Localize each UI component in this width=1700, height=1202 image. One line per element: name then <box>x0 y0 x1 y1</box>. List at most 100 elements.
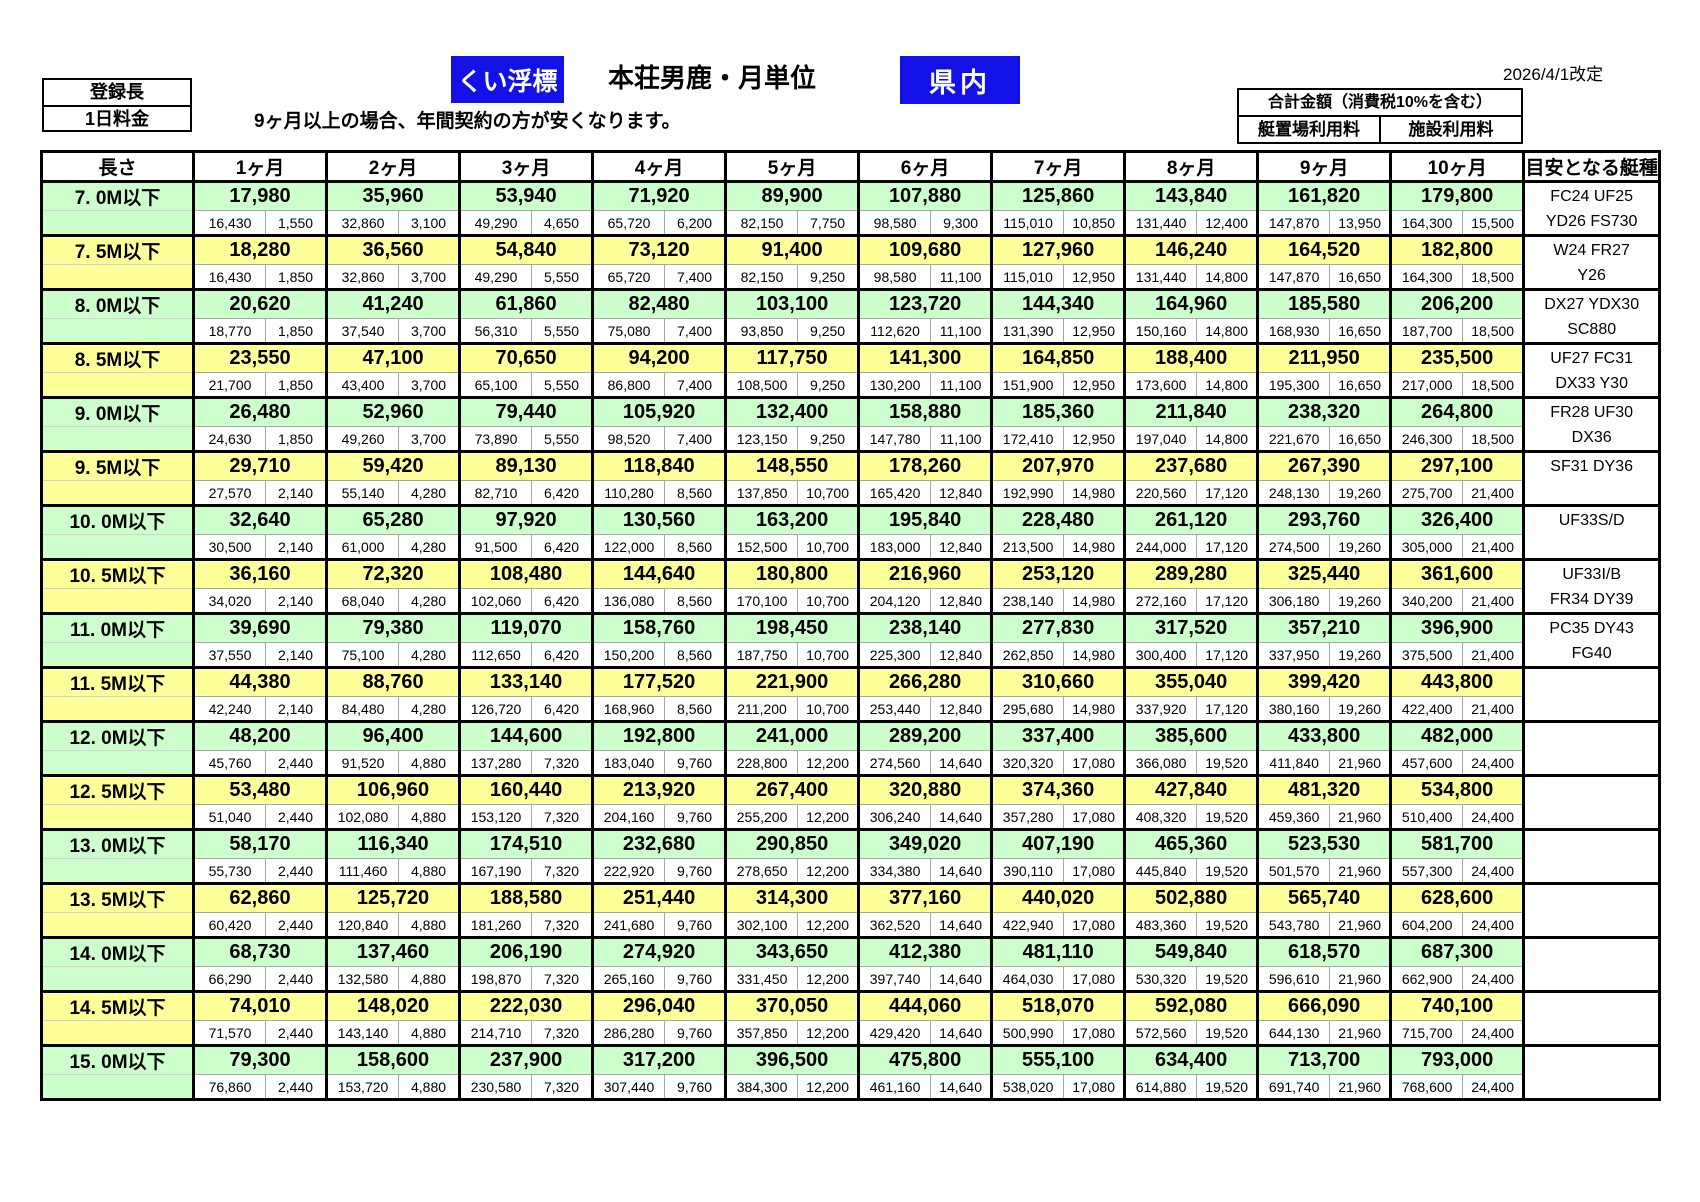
berth-fee-cell: 204,160 <box>591 804 665 830</box>
facility-fee-cell: 4,880 <box>398 966 460 992</box>
table-breakdown-row: 24,630 1,850 49,260 3,700 73,890 5,550 98,520 7… <box>41 426 1660 452</box>
total-fee-cell: 687,300 <box>1389 936 1524 967</box>
table-row: 8. 5M以下 23,550 47,100 70,650 94,200 117,750 14… <box>41 342 1660 373</box>
length-label-spacer <box>41 210 194 236</box>
berth-fee-cell: 147,870 <box>1256 210 1330 236</box>
berth-fee-cell: 143,140 <box>325 1020 399 1046</box>
facility-fee-cell: 17,080 <box>1063 1020 1125 1046</box>
facility-fee-cell: 1,850 <box>264 426 327 452</box>
facility-fee-cell: 18,500 <box>1462 318 1524 344</box>
total-fee-cell: 72,320 <box>325 558 460 589</box>
total-fee-cell: 355,040 <box>1123 666 1258 697</box>
berth-fee-cell: 32,860 <box>325 264 399 290</box>
fee-legend-box: 合計金額（消費税10%を含む） 艇置場利用料 施設利用料 <box>1237 88 1523 144</box>
length-label: 10. 5M以下 <box>41 558 194 589</box>
facility-fee-cell: 10,700 <box>797 534 859 560</box>
facility-fee-cell: 21,960 <box>1329 804 1391 830</box>
length-label: 13. 0M以下 <box>41 828 194 859</box>
total-fee-cell: 144,340 <box>990 288 1125 319</box>
berth-fee-cell: 167,190 <box>458 858 532 884</box>
facility-fee-cell: 1,850 <box>264 264 327 290</box>
total-fee-cell: 73,120 <box>591 234 726 265</box>
facility-fee-cell: 5,550 <box>531 264 593 290</box>
total-fee-cell: 79,300 <box>191 1044 327 1075</box>
berth-fee-cell: 445,840 <box>1123 858 1197 884</box>
facility-fee-cell: 14,640 <box>930 750 992 776</box>
total-fee-cell: 592,080 <box>1123 990 1258 1021</box>
total-fee-cell: 161,820 <box>1256 180 1391 211</box>
total-fee-cell: 296,040 <box>591 990 726 1021</box>
total-fee-cell: 17,980 <box>191 180 327 211</box>
berth-fee-cell: 132,580 <box>325 966 399 992</box>
total-fee-cell: 96,400 <box>325 720 460 751</box>
col-header-month-7: 7ヶ月 <box>990 151 1125 183</box>
total-fee-cell: 502,880 <box>1123 882 1258 913</box>
total-fee-cell: 105,920 <box>591 396 726 427</box>
length-label-spacer <box>41 480 194 506</box>
berth-fee-cell: 390,110 <box>990 858 1064 884</box>
berth-fee-cell: 16,430 <box>192 264 266 290</box>
table-row: 14. 5M以下 74,010 148,020 222,030 296,040 370,0… <box>41 990 1660 1021</box>
facility-fee-cell: 2,440 <box>264 966 327 992</box>
berth-fee-cell: 221,670 <box>1256 426 1330 452</box>
col-header-month-2: 2ヶ月 <box>325 151 460 183</box>
length-label-spacer <box>41 966 194 992</box>
total-fee-cell: 370,050 <box>724 990 859 1021</box>
berth-fee-cell: 151,900 <box>990 372 1064 398</box>
total-fee-cell: 148,020 <box>325 990 460 1021</box>
col-header-length: 長さ <box>41 151 194 183</box>
boat-types-cell: FR28 UF30 <box>1522 396 1660 427</box>
length-label-spacer <box>41 588 194 614</box>
total-fee-cell: 82,480 <box>591 288 726 319</box>
berth-fee-cell: 131,440 <box>1123 264 1197 290</box>
total-fee-cell: 53,480 <box>191 774 327 805</box>
facility-fee-cell: 4,280 <box>398 588 460 614</box>
facility-fee-cell: 4,880 <box>398 1020 460 1046</box>
berth-fee-cell: 68,040 <box>325 588 399 614</box>
total-fee-cell: 549,840 <box>1123 936 1258 967</box>
total-fee-cell: 58,170 <box>191 828 327 859</box>
facility-fee-cell: 7,320 <box>531 804 593 830</box>
boat-types-cell: FC24 UF25 <box>1522 180 1660 211</box>
total-fee-cell: 361,600 <box>1389 558 1524 589</box>
total-fee-cell: 62,860 <box>191 882 327 913</box>
facility-fee-cell: 9,250 <box>797 318 859 344</box>
facility-fee-cell: 12,840 <box>930 534 992 560</box>
length-label-spacer <box>41 426 194 452</box>
length-label-spacer <box>41 1074 194 1100</box>
total-fee-cell: 555,100 <box>990 1044 1125 1075</box>
length-label-spacer <box>41 750 194 776</box>
facility-fee-cell: 19,520 <box>1196 750 1258 776</box>
facility-fee-cell: 2,440 <box>264 804 327 830</box>
facility-fee-cell: 19,520 <box>1196 1074 1258 1100</box>
total-fee-cell: 177,520 <box>591 666 726 697</box>
facility-fee-cell: 17,080 <box>1063 1074 1125 1100</box>
berth-fee-cell: 27,570 <box>192 480 266 506</box>
facility-fee-cell: 6,200 <box>664 210 726 236</box>
facility-fee-cell: 12,950 <box>1063 318 1125 344</box>
berth-fee-cell: 16,430 <box>192 210 266 236</box>
facility-fee-cell: 9,250 <box>797 426 859 452</box>
berth-fee-cell: 136,080 <box>591 588 665 614</box>
total-fee-cell: 116,340 <box>325 828 460 859</box>
length-label-spacer <box>41 858 194 884</box>
total-fee-cell: 118,840 <box>591 450 726 481</box>
facility-fee-cell: 11,100 <box>930 426 992 452</box>
length-label: 7. 5M以下 <box>41 234 194 265</box>
total-fee-cell: 198,450 <box>724 612 859 643</box>
facility-fee-cell: 12,840 <box>930 588 992 614</box>
total-fee-cell: 61,860 <box>458 288 593 319</box>
facility-fee-cell: 18,500 <box>1462 264 1524 290</box>
berth-fee-cell: 82,710 <box>458 480 532 506</box>
boat-types-cell: PC35 DY43 <box>1522 612 1660 643</box>
berth-fee-label: 艇置場利用料 <box>1258 120 1360 139</box>
facility-fee-cell: 21,400 <box>1462 588 1524 614</box>
berth-fee-cell: 60,420 <box>192 912 266 938</box>
total-fee-cell: 241,000 <box>724 720 859 751</box>
berth-fee-cell: 32,860 <box>325 210 399 236</box>
facility-fee-cell: 19,520 <box>1196 804 1258 830</box>
total-fee-cell: 238,320 <box>1256 396 1391 427</box>
berth-fee-cell: 61,000 <box>325 534 399 560</box>
total-fee-cell: 164,520 <box>1256 234 1391 265</box>
berth-fee-cell: 230,580 <box>458 1074 532 1100</box>
